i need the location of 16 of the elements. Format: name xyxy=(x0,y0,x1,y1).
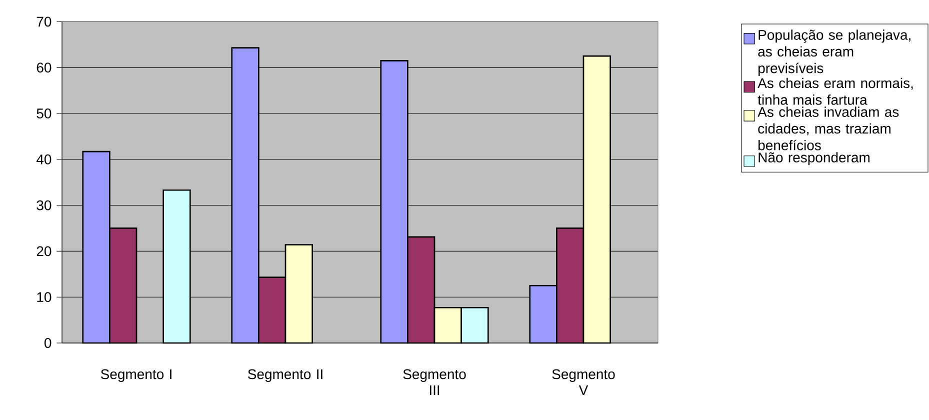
x-tick-label: Segmento II xyxy=(248,369,322,382)
y-tick-label: 30 xyxy=(36,200,52,210)
legend-label: As cheias eram normais, tinha mais fartura xyxy=(758,78,913,105)
legend-label: Não responderam xyxy=(758,152,870,166)
y-tick-label: 40 xyxy=(36,154,52,164)
y-tick-label: 70 xyxy=(36,16,52,27)
y-tick-label: 10 xyxy=(37,292,52,302)
x-tick-label: Segmento III xyxy=(403,369,466,396)
y-tick-label: 20 xyxy=(36,246,52,256)
legend-label: As cheias invadiam as cidades, mas traziam benefícios xyxy=(758,106,899,150)
y-tick-label: 0 xyxy=(44,338,52,348)
x-tick-label: Segmento V xyxy=(552,369,615,396)
y-tick-label: 50 xyxy=(36,108,52,118)
y-tick-label: 60 xyxy=(36,62,52,73)
legend-label: População se planejava, as cheias eram previsíveis xyxy=(758,30,910,76)
x-tick-label: Segmento I xyxy=(100,369,172,382)
